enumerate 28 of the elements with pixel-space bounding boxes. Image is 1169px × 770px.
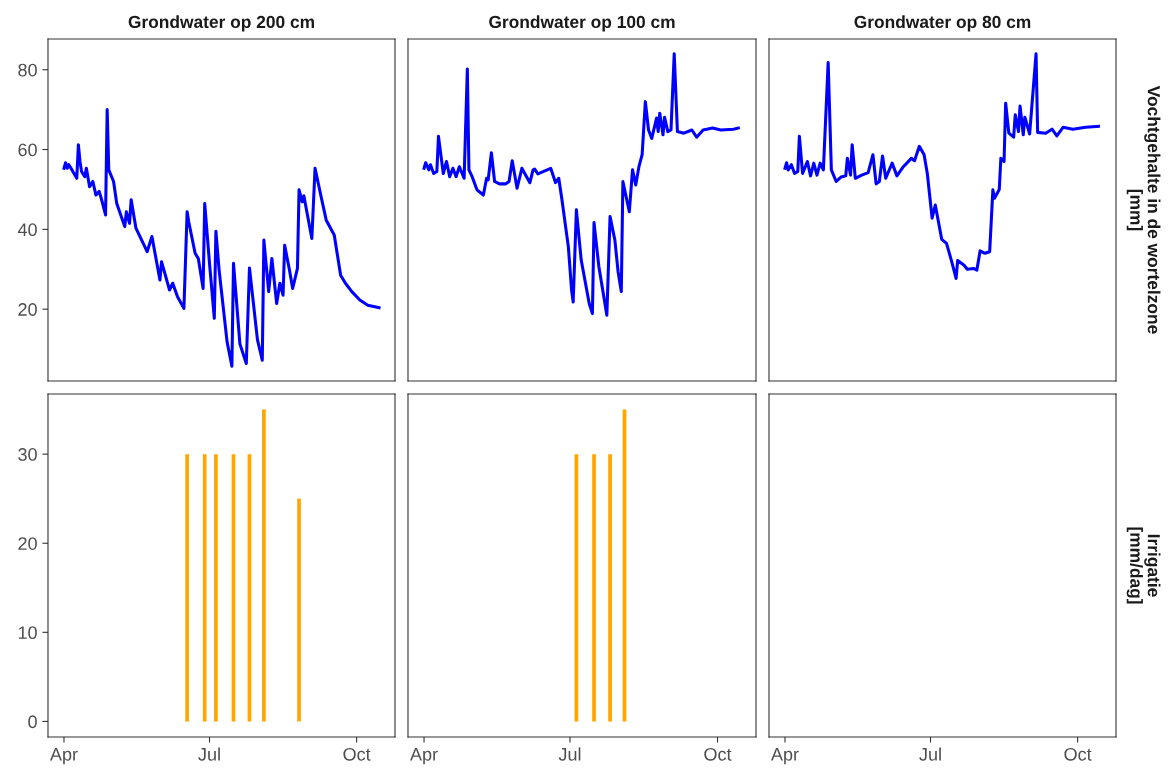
x-tick-label: Apr	[410, 748, 438, 765]
y-axis-title: Vochtgehalte in de wortelzone [mm]	[1126, 85, 1161, 334]
chart-title: Grondwater op 200 cm	[128, 15, 315, 32]
x-tick-label: Apr	[49, 748, 78, 765]
y-axis-title: Irrigatie [mm/dag]	[1126, 527, 1161, 604]
x-tick-label: Oct	[704, 747, 732, 761]
bar	[202, 454, 207, 722]
y-tick-label: 20	[18, 537, 37, 550]
x-tick-label: Jul	[198, 747, 220, 761]
bar	[262, 409, 266, 722]
y-tick-label: 0	[28, 715, 37, 729]
x-tick-label: Oct	[343, 747, 371, 761]
x-tick-label: Apr	[770, 748, 799, 765]
chart-title: Grondwater op 80 cm	[854, 15, 1031, 32]
bar	[185, 454, 189, 722]
y-tick-label: 20	[18, 303, 37, 316]
x-tick-label: Jul	[558, 747, 581, 761]
y-tick-label: 30	[18, 448, 37, 461]
x-tick-label: Jul	[919, 747, 941, 761]
bar	[297, 498, 301, 722]
y-tick-label: 10	[18, 626, 37, 640]
bar	[214, 454, 218, 722]
y-tick-label: 80	[18, 63, 37, 77]
y-tick-label: 40	[17, 223, 37, 237]
chart-title: Grondwater op 100 cm	[489, 15, 675, 32]
y-tick-label: 60	[18, 143, 37, 157]
x-tick-label: Oct	[1064, 747, 1092, 761]
line-series	[62, 108, 381, 368]
